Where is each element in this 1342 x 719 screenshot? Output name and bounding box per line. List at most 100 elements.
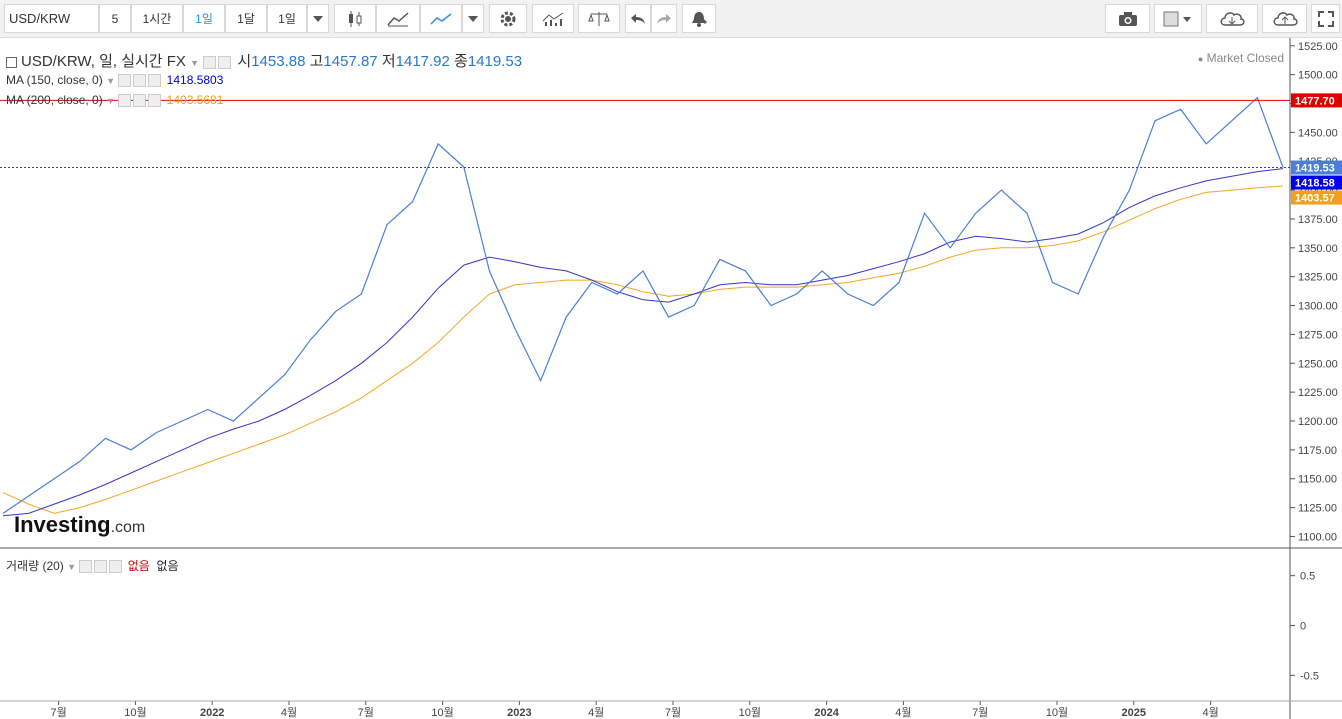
- investing-logo: Investing.com: [14, 512, 145, 538]
- interval-label: 1일: [278, 12, 296, 26]
- y-tick-label: 1250.00: [1298, 358, 1338, 370]
- x-tick-label: 7월: [665, 706, 681, 719]
- screenshot-button[interactable]: [1105, 4, 1150, 33]
- alert-price-badge: [1291, 93, 1342, 108]
- load-chart-button[interactable]: [1206, 4, 1258, 33]
- redo-button[interactable]: [651, 4, 677, 33]
- chart-type-dropdown-button[interactable]: [462, 4, 484, 33]
- ma150-value: 1418.5803: [166, 73, 224, 87]
- area-chart-button[interactable]: [376, 4, 420, 33]
- close-icon[interactable]: [109, 560, 123, 574]
- ma200-label: MA (200, close, 0): [6, 93, 103, 107]
- candlestick-icon: [349, 10, 362, 27]
- visibility-icon[interactable]: [118, 74, 132, 88]
- y-tick-label: 1300.00: [1298, 301, 1338, 313]
- logo-suffix: .com: [110, 519, 146, 536]
- ma150-badge: [1291, 175, 1342, 190]
- x-tick-label: 7월: [50, 706, 66, 719]
- area-chart-icon: [387, 11, 409, 26]
- legend-dropdown-icon[interactable]: ▼: [190, 58, 200, 68]
- close-value: 1419.53: [467, 53, 523, 70]
- legend-toggle-icon[interactable]: [6, 56, 17, 68]
- settings-button[interactable]: [489, 4, 527, 33]
- color-picker-button[interactable]: [1154, 4, 1202, 33]
- market-status-label: Market Closed: [1206, 51, 1284, 65]
- x-tick-label: 4월: [1202, 706, 1218, 719]
- candlestick-button[interactable]: [334, 4, 376, 33]
- x-tick-label: 7월: [972, 706, 988, 719]
- interval-1m-button[interactable]: 1달: [225, 4, 267, 33]
- x-tick-label: 10월: [1046, 706, 1068, 719]
- y-tick-label: 1100.00: [1298, 531, 1337, 543]
- volume-label: 거래량 (20): [6, 559, 64, 573]
- redo-icon: [657, 13, 671, 24]
- low-value: 1417.92: [395, 53, 450, 70]
- ma150-line: [2, 168, 1284, 517]
- x-tick-label: 2022: [200, 707, 224, 719]
- x-tick-label: 2024: [814, 707, 839, 719]
- fullscreen-button[interactable]: [1311, 4, 1340, 33]
- visibility-icon[interactable]: [79, 560, 93, 574]
- high-value: 1457.87: [323, 53, 378, 70]
- volume-axis: 0.5 0 -0.5: [1290, 571, 1319, 682]
- indicators-icon: [542, 12, 564, 26]
- last-price-badge-label: 1419.53: [1295, 163, 1335, 175]
- logo-brand: Investing: [14, 512, 111, 537]
- save-chart-button[interactable]: [1262, 4, 1307, 33]
- cloud-upload-icon: [1273, 11, 1298, 26]
- symbol-search-input[interactable]: USD/KRW: [4, 4, 99, 33]
- close-icon[interactable]: [148, 74, 162, 88]
- dropdown-icon[interactable]: ▼: [67, 562, 77, 572]
- line-chart-icon: [430, 12, 452, 25]
- ma200-value: 1403.5681: [166, 93, 224, 107]
- alert-price-badge-label: 1477.70: [1295, 95, 1335, 107]
- dropdown-icon[interactable]: ▼: [106, 76, 115, 86]
- settings-icon[interactable]: [133, 74, 147, 88]
- ma200-badge: [1291, 190, 1342, 205]
- y-tick-label: 1275.00: [1298, 329, 1338, 341]
- settings-icon[interactable]: [94, 560, 108, 574]
- undo-icon: [631, 13, 645, 24]
- interval-more-button[interactable]: 1일: [267, 4, 307, 33]
- x-tick-label: 10월: [124, 706, 146, 719]
- interval-5min-button[interactable]: 5: [99, 4, 131, 33]
- dropdown-icon[interactable]: ▼: [106, 96, 115, 106]
- volume-tick-label: -0.5: [1300, 670, 1319, 682]
- x-tick-label: 2025: [1122, 707, 1146, 719]
- alert-button[interactable]: [682, 4, 716, 33]
- visibility-icon[interactable]: [118, 94, 132, 108]
- low-label: 저: [381, 53, 396, 70]
- x-tick-label: 4월: [281, 706, 297, 719]
- y-tick-label: 1350.00: [1298, 243, 1338, 255]
- ma150-legend: MA (150, close, 0) ▼ 1418.5803: [6, 73, 224, 88]
- volume-legend: 거래량 (20) ▼ 없음 없음: [6, 557, 179, 574]
- settings-icon[interactable]: [218, 55, 232, 69]
- close-icon[interactable]: [148, 94, 162, 108]
- y-tick-label: 1150.00: [1298, 474, 1337, 486]
- interval-1d-button[interactable]: 1일: [183, 4, 225, 33]
- settings-icon[interactable]: [133, 94, 147, 108]
- interval-label: 1일: [195, 12, 213, 26]
- dropdown-icon: [468, 15, 478, 22]
- interval-dropdown-button[interactable]: [307, 4, 329, 33]
- undo-button[interactable]: [625, 4, 651, 33]
- y-axis: 1525.001500.001475.001450.001425.001400.…: [1290, 41, 1338, 543]
- price-chart[interactable]: 1525.001500.001475.001450.001425.001400.…: [0, 38, 1342, 719]
- x-tick-label: 7월: [358, 706, 374, 719]
- alert-bell-icon: [692, 11, 707, 27]
- interval-1h-button[interactable]: 1시간: [131, 4, 183, 33]
- visibility-icon[interactable]: [203, 55, 217, 69]
- volume-tick-label: 0.5: [1300, 571, 1315, 583]
- high-label: 고: [309, 53, 324, 70]
- status-dot-icon: ●: [1197, 54, 1204, 64]
- symbol-label: USD/KRW: [9, 11, 71, 26]
- x-tick-label: 2023: [507, 707, 531, 719]
- line-chart-button[interactable]: [420, 4, 462, 33]
- compare-button[interactable]: [578, 4, 620, 33]
- volume-tick-label: 0: [1300, 621, 1306, 633]
- last-price-badge: [1291, 160, 1342, 175]
- indicators-button[interactable]: [532, 4, 574, 33]
- open-value: 1453.88: [251, 53, 306, 70]
- open-label: 시: [237, 53, 252, 70]
- toolbar: USD/KRW 5 1시간 1일 1달 1일: [0, 0, 1342, 38]
